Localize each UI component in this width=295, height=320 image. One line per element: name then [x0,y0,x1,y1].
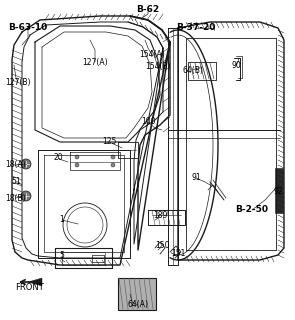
Circle shape [111,163,115,167]
Text: 18(B): 18(B) [6,194,26,203]
Circle shape [21,191,31,201]
Text: 64(A): 64(A) [127,300,148,309]
Text: B-63-10: B-63-10 [8,23,47,33]
Text: 51: 51 [11,178,21,187]
Text: 92: 92 [273,188,283,196]
Text: 18(A): 18(A) [6,159,26,169]
Text: 5: 5 [60,252,64,260]
Text: 90: 90 [231,60,241,69]
Text: 150: 150 [155,241,169,250]
Bar [118,278,156,310]
Text: B-2-50: B-2-50 [235,205,268,214]
Polygon shape [28,278,42,286]
Circle shape [111,155,115,159]
Text: 20: 20 [53,154,63,163]
Text: 64(B): 64(B) [183,66,204,75]
Text: 154(A): 154(A) [139,51,165,60]
Text: 100: 100 [141,117,155,126]
Text: 154(B): 154(B) [145,62,171,71]
Circle shape [21,159,31,169]
Text: B-62: B-62 [136,5,160,14]
Text: 127(A): 127(A) [82,58,108,67]
Text: 127(B): 127(B) [5,77,31,86]
Text: 1: 1 [60,215,64,225]
Text: FRONT: FRONT [16,284,44,292]
Bar [188,62,216,80]
Circle shape [75,163,79,167]
Bar [275,168,283,213]
Text: 91: 91 [191,173,201,182]
Text: 151: 151 [171,250,185,259]
Text: 125: 125 [102,138,116,147]
Text: 189: 189 [153,211,167,220]
Circle shape [75,155,79,159]
Text: B-37-20: B-37-20 [176,23,216,33]
